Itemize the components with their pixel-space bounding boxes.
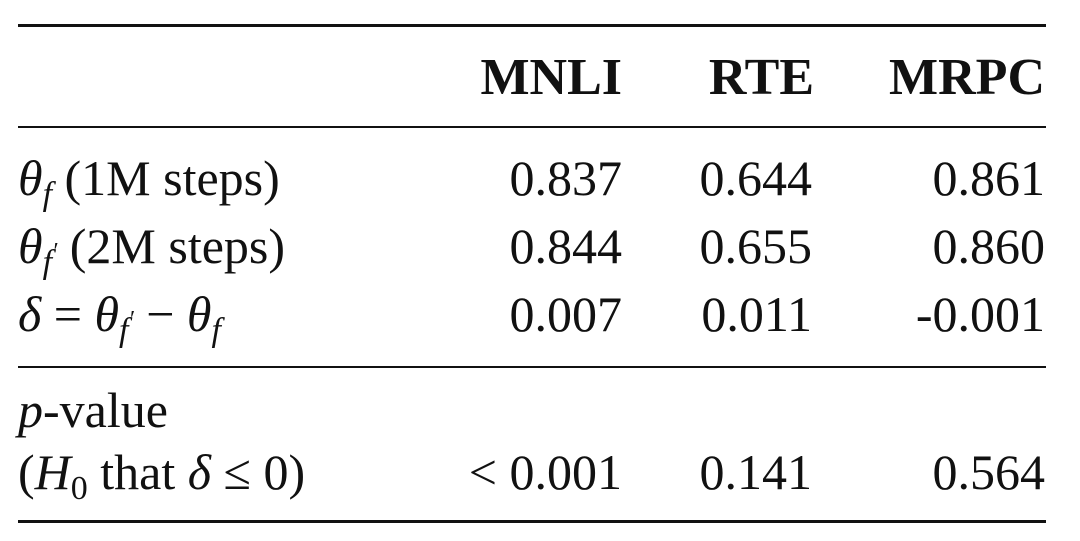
cell-rte: 0.655 xyxy=(699,218,813,274)
subscript-f: f xyxy=(42,244,53,281)
header-rte: RTE xyxy=(708,49,814,106)
equals: = xyxy=(41,286,95,342)
subscript: 0 xyxy=(70,470,88,507)
cell-mrpc: 0.860 xyxy=(932,218,1046,274)
pvalue-label-row: p-value xyxy=(0,380,1080,440)
header-row: MNLI RTE MRPC xyxy=(0,48,1080,108)
row-label: θf′ (2M steps) xyxy=(18,216,286,280)
h-symbol: H xyxy=(34,444,71,500)
table-row: θf′ (2M steps) 0.844 0.655 0.860 xyxy=(0,216,1080,280)
paren: ( xyxy=(18,444,35,500)
header-rule xyxy=(18,126,1046,128)
cell-rte: 0.011 xyxy=(701,286,812,342)
mid-rule xyxy=(18,366,1046,368)
row-label: δ = θf′ − θf xyxy=(18,284,221,348)
cell-rte: 0.141 xyxy=(699,444,813,500)
subscript-f: f xyxy=(119,312,129,349)
label-text: (1M steps) xyxy=(52,150,280,206)
label-text: ≤ 0) xyxy=(211,444,306,500)
cell-mnli: 0.844 xyxy=(509,218,623,274)
p-symbol: p xyxy=(18,382,43,438)
label-text: that xyxy=(87,444,188,500)
bottom-rule xyxy=(18,520,1046,523)
cell-rte: 0.644 xyxy=(699,150,813,206)
table-row: θf (1M steps) 0.837 0.644 0.861 xyxy=(0,148,1080,212)
pvalue-label: p-value xyxy=(18,380,168,440)
theta-symbol: θ xyxy=(186,286,212,342)
row-label: θf (1M steps) xyxy=(18,148,280,212)
prime: ′ xyxy=(128,307,134,333)
cell-mnli: 0.837 xyxy=(509,150,623,206)
top-rule xyxy=(18,24,1046,27)
theta-symbol: θ xyxy=(94,286,120,342)
subscript: f xyxy=(211,312,221,349)
theta-symbol: θ xyxy=(18,150,43,206)
pvalue-row: (H0 that δ ≤ 0) < 0.001 0.141 0.564 xyxy=(0,442,1080,506)
cell-mnli: 0.007 xyxy=(509,286,623,342)
delta-symbol: δ xyxy=(187,444,211,500)
subscript: f′ xyxy=(119,308,134,349)
label-text: -value xyxy=(43,382,168,438)
cell-mrpc: 0.861 xyxy=(932,150,1046,206)
cell-mnli: < 0.001 xyxy=(468,444,622,500)
cell-mrpc: -0.001 xyxy=(915,286,1045,342)
delta-symbol: δ xyxy=(18,286,42,342)
minus: − xyxy=(133,286,187,342)
hypothesis-label: (H0 that δ ≤ 0) xyxy=(18,442,306,506)
label-text: (2M steps) xyxy=(57,218,286,274)
header-mrpc: MRPC xyxy=(889,49,1045,106)
prime: ′ xyxy=(52,239,58,265)
header-mnli: MNLI xyxy=(480,49,622,106)
table-row: δ = θf′ − θf 0.007 0.011 -0.001 xyxy=(0,284,1080,348)
subscript: f xyxy=(42,176,53,213)
theta-symbol: θ xyxy=(18,218,43,274)
cell-mrpc: 0.564 xyxy=(932,444,1046,500)
subscript: f′ xyxy=(42,240,58,281)
